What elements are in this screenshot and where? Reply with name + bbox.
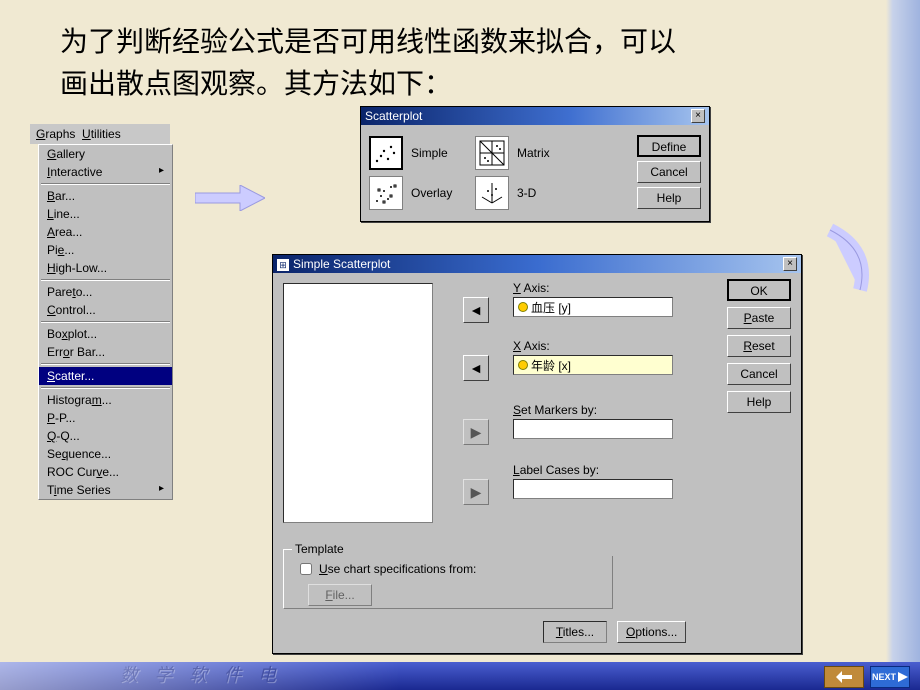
move-markers-button[interactable]: ▶ bbox=[463, 419, 489, 445]
menubar: Graphs Utilities bbox=[30, 124, 170, 144]
heading-line1: 为了判断经验公式是否可用线性函数来拟合，可以 bbox=[60, 27, 676, 58]
menu-area[interactable]: Area... bbox=[39, 223, 172, 241]
footer-bar: 数 学 软 件 电 bbox=[0, 662, 920, 690]
close-icon[interactable]: × bbox=[783, 257, 797, 271]
scatter-3d-label: 3-D bbox=[517, 186, 567, 200]
scatterplot-dialog: Scatterplot × Simple Matrix Overlay 3-D … bbox=[360, 106, 710, 222]
scatter-3d-icon[interactable] bbox=[475, 176, 509, 210]
menu-pie[interactable]: Pie... bbox=[39, 241, 172, 259]
variable-list[interactable] bbox=[283, 283, 433, 523]
menu-sequence[interactable]: Sequence... bbox=[39, 445, 172, 463]
menubar-graphs[interactable]: raphs bbox=[45, 127, 75, 141]
template-group: Template Use chart specifications from: … bbox=[283, 549, 613, 609]
menu-gallery[interactable]: Gallery bbox=[39, 145, 172, 163]
slide-heading: 为了判断经验公式是否可用线性函数来拟合，可以 画出散点图观察。其方法如下： bbox=[60, 22, 840, 106]
menu-highlow[interactable]: High-Low... bbox=[39, 259, 172, 277]
heading-line2: 画出散点图观察。其方法如下： bbox=[60, 69, 452, 100]
menu-boxplot[interactable]: Boxplot... bbox=[39, 325, 172, 343]
file-button[interactable]: File... bbox=[308, 584, 372, 606]
nav-next-label: NEXT bbox=[872, 672, 896, 682]
paste-button[interactable]: Paste bbox=[727, 307, 791, 329]
cancel-button[interactable]: Cancel bbox=[727, 363, 791, 385]
labelcases-field[interactable] bbox=[513, 479, 673, 499]
scatter-simple-label: Simple bbox=[411, 146, 471, 160]
graphs-menu: Gallery Interactive Bar... Line... Area.… bbox=[38, 144, 173, 500]
labelcases-label: Label Cases by: bbox=[513, 463, 673, 477]
move-x-button[interactable]: ◄ bbox=[463, 355, 489, 381]
help-button[interactable]: Help bbox=[637, 187, 701, 209]
cancel-button[interactable]: Cancel bbox=[637, 161, 701, 183]
scatter-matrix-icon[interactable] bbox=[475, 136, 509, 170]
ok-button[interactable]: OK bbox=[727, 279, 791, 301]
setmarkers-label: Set Markers by: bbox=[513, 403, 673, 417]
help-button[interactable]: Help bbox=[727, 391, 791, 413]
titles-button[interactable]: Titles... bbox=[543, 621, 607, 643]
simple-dialog-title: Simple Scatterplot bbox=[293, 257, 390, 271]
close-icon[interactable]: × bbox=[691, 109, 705, 123]
menu-pp[interactable]: P-P... bbox=[39, 409, 172, 427]
menu-bar[interactable]: Bar... bbox=[39, 187, 172, 205]
menu-scatter[interactable]: Scatter... bbox=[39, 367, 172, 385]
arrow-curve-icon bbox=[820, 220, 880, 320]
arrow-right-1-icon bbox=[195, 185, 265, 211]
move-y-button[interactable]: ◄ bbox=[463, 297, 489, 323]
menu-pareto[interactable]: Pareto... bbox=[39, 283, 172, 301]
variable-marker-icon bbox=[518, 360, 528, 370]
yaxis-label: Y Axis: bbox=[513, 281, 673, 295]
yaxis-field[interactable]: 血压 [y] bbox=[513, 297, 673, 317]
scatterplot-titlebar: Scatterplot × bbox=[361, 107, 709, 125]
menu-histogram[interactable]: Histogram... bbox=[39, 391, 172, 409]
use-chart-checkbox[interactable] bbox=[300, 563, 312, 575]
template-legend: Template bbox=[292, 542, 620, 556]
menu-line[interactable]: Line... bbox=[39, 205, 172, 223]
setmarkers-field[interactable] bbox=[513, 419, 673, 439]
nav-next-button[interactable]: NEXT bbox=[870, 666, 910, 688]
xaxis-label: X Axis: bbox=[513, 339, 673, 353]
menu-timeseries[interactable]: Time Series bbox=[39, 481, 172, 499]
move-labelcases-button[interactable]: ▶ bbox=[463, 479, 489, 505]
use-chart-label: Use chart specifications from: bbox=[319, 562, 476, 576]
menubar-utilities[interactable]: tilities bbox=[91, 127, 121, 141]
scatter-matrix-label: Matrix bbox=[517, 146, 567, 160]
menu-interactive[interactable]: Interactive bbox=[39, 163, 172, 181]
define-button[interactable]: Define bbox=[637, 135, 701, 157]
scatter-overlay-label: Overlay bbox=[411, 186, 471, 200]
scatter-overlay-icon[interactable] bbox=[369, 176, 403, 210]
variable-marker-icon bbox=[518, 302, 528, 312]
reset-button[interactable]: Reset bbox=[727, 335, 791, 357]
nav-back-button[interactable] bbox=[824, 666, 864, 688]
menu-qq[interactable]: Q-Q... bbox=[39, 427, 172, 445]
xaxis-field[interactable]: 年龄 [x] bbox=[513, 355, 673, 375]
menu-roc[interactable]: ROC Curve... bbox=[39, 463, 172, 481]
menu-errorbar[interactable]: Error Bar... bbox=[39, 343, 172, 361]
scatter-simple-icon[interactable] bbox=[369, 136, 403, 170]
simple-scatterplot-dialog: ⊞Simple Scatterplot × ◄ Y Axis: 血压 [y] ◄… bbox=[272, 254, 802, 654]
scatterplot-title: Scatterplot bbox=[365, 109, 422, 123]
menu-control[interactable]: Control... bbox=[39, 301, 172, 319]
options-button[interactable]: Options... bbox=[617, 621, 686, 643]
